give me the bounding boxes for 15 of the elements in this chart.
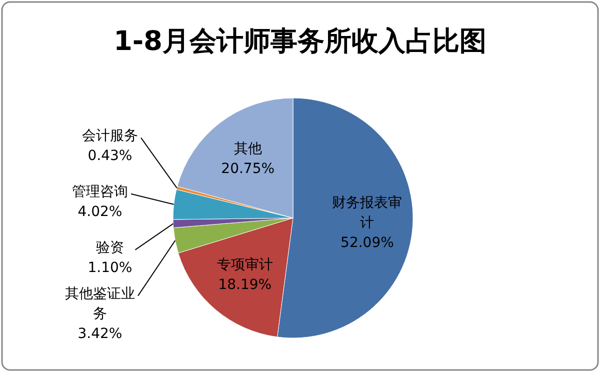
slice-label: 其他鉴证业务 <box>65 286 135 322</box>
chart-title: 1-8月会计师事务所收入占比图 <box>114 26 486 57</box>
data-label: 20.75% <box>221 160 275 177</box>
slice-label: 管理咨询 <box>72 184 128 200</box>
slice-label: 验资 <box>96 240 124 256</box>
slice-label: 专项审计 <box>216 256 273 273</box>
slice-label: 会计服务 <box>82 128 138 144</box>
data-label: 4.02% <box>78 204 122 220</box>
data-label: 18.19% <box>218 276 272 293</box>
data-label: 1.10% <box>88 260 132 276</box>
data-label: 3.42% <box>78 326 122 342</box>
data-label: 0.43% <box>88 148 132 164</box>
data-label: 52.09% <box>340 234 394 251</box>
slice-label: 其他 <box>234 140 262 157</box>
slice-label: 财务报表审计 <box>332 194 402 231</box>
